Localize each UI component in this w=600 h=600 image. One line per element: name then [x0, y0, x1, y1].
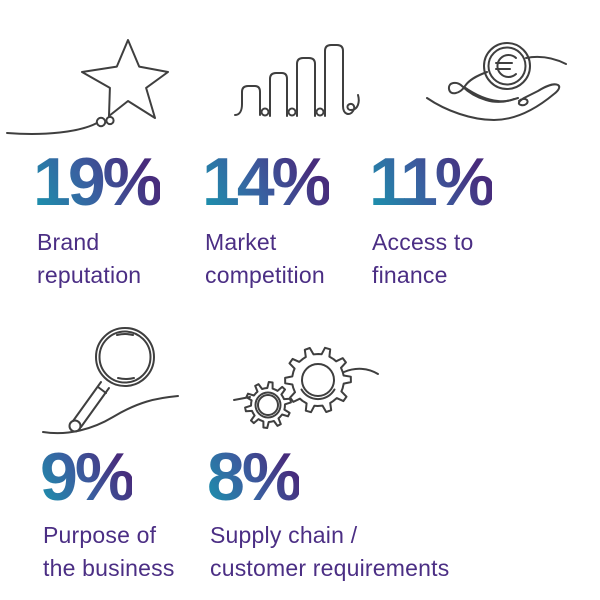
- stat-value-supply-chain: 8%: [207, 439, 302, 515]
- stat-label-market-competition: Market competition: [205, 226, 325, 292]
- stat-label-supply-chain: Supply chain / customer requirements: [210, 519, 449, 585]
- stat-value-access-to-finance: 11%: [369, 144, 495, 220]
- star-icon: [6, 39, 169, 135]
- stat-label-line: competition: [205, 262, 325, 288]
- stat-label-line: customer requirements: [210, 555, 450, 581]
- hand-euro-coin-icon: [426, 42, 567, 121]
- stat-label-brand-reputation: Brand reputation: [37, 226, 141, 292]
- stat-label-line: Market: [205, 229, 277, 255]
- stat-value-market-competition: 14%: [202, 144, 332, 220]
- stat-label-line: Supply chain /: [210, 522, 358, 548]
- stat-value-purpose-of-business: 9%: [40, 439, 135, 515]
- stat-label-access-to-finance: Access to finance: [372, 226, 474, 292]
- gears-icon: [233, 346, 379, 429]
- stat-label-line: Access to: [372, 229, 474, 255]
- bar-chart-icon: [234, 44, 360, 117]
- stat-label-purpose-of-business: Purpose of the business: [43, 519, 175, 585]
- stat-label-line: Brand: [37, 229, 100, 255]
- stat-label-line: finance: [372, 262, 448, 288]
- stat-value-brand-reputation: 19%: [33, 144, 163, 220]
- magnifying-glass-icon: [42, 327, 179, 435]
- stat-label-line: reputation: [37, 262, 142, 288]
- stat-label-line: the business: [43, 555, 175, 581]
- stat-label-line: Purpose of: [43, 522, 157, 548]
